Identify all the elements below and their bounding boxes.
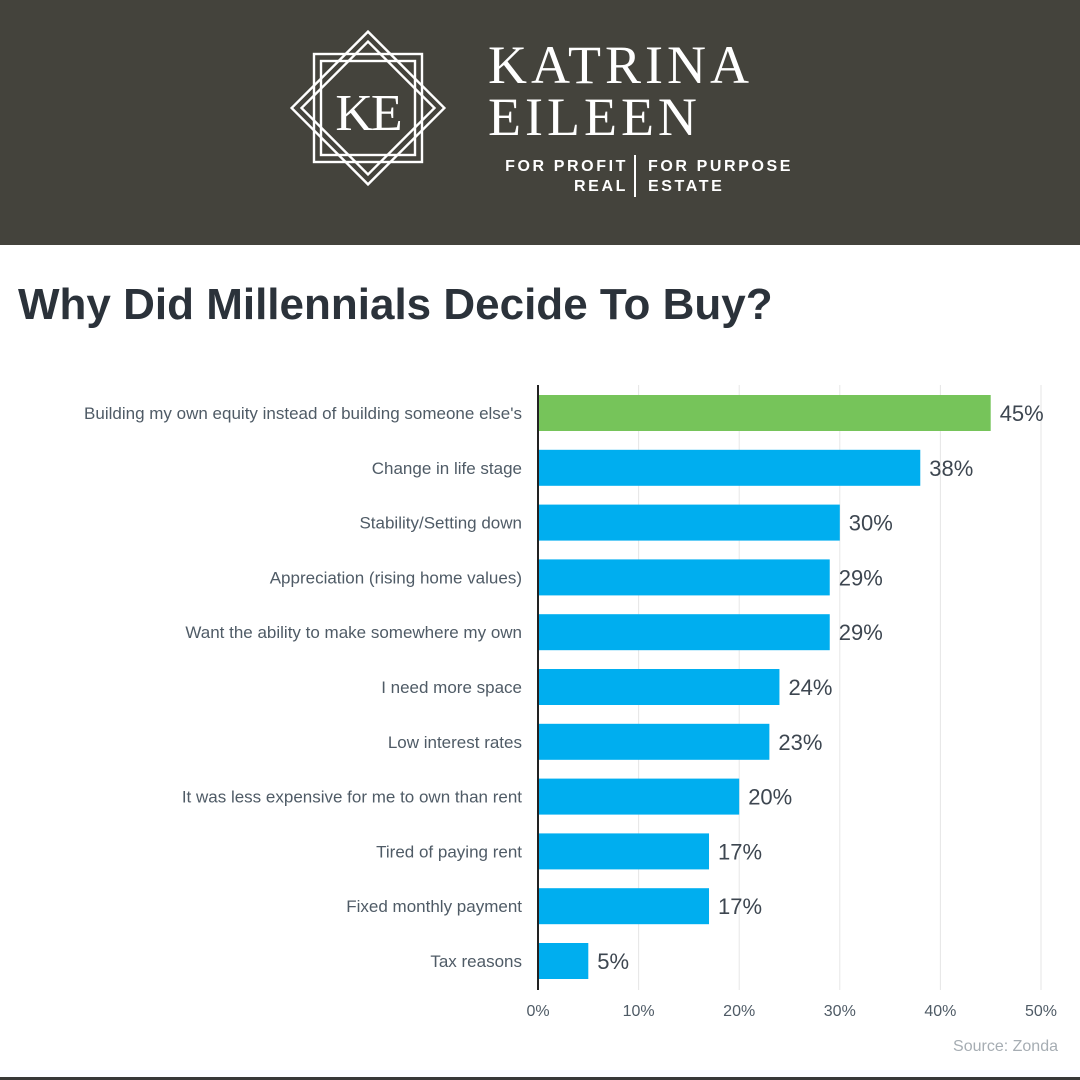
x-tick-label: 40% [924, 1003, 956, 1020]
category-label: Tired of paying rent [376, 842, 522, 861]
value-label: 29% [839, 565, 883, 590]
value-label: 17% [718, 894, 762, 919]
value-label: 45% [1000, 401, 1044, 426]
tagline-left-line1: FOR PROFIT [505, 158, 628, 175]
bottom-rule [0, 1077, 1080, 1080]
bar [538, 395, 991, 431]
category-label: Change in life stage [372, 459, 522, 478]
value-label: 5% [597, 949, 629, 974]
brand-name-line1: KATRINA [488, 35, 753, 95]
brand-header: KE KATRINA EILEEN FOR PROFIT REAL FOR PU… [0, 0, 1080, 245]
tagline-divider [634, 155, 636, 197]
source-note: Source: Zonda [953, 1038, 1058, 1055]
brand-name-line2: EILEEN [488, 87, 701, 147]
bar [538, 778, 740, 815]
tagline-right-line2: ESTATE [648, 178, 725, 195]
x-tick-label: 20% [723, 1003, 755, 1020]
x-tick-label: 50% [1025, 1003, 1057, 1020]
bar [538, 943, 589, 979]
category-label: Appreciation (rising home values) [270, 568, 522, 587]
value-label: 23% [778, 730, 822, 755]
value-label: 29% [839, 620, 883, 645]
x-tick-label: 0% [526, 1003, 549, 1020]
bar [538, 833, 710, 870]
category-label: I need more space [381, 678, 522, 697]
category-label: Building my own equity instead of buildi… [84, 404, 522, 423]
bar [538, 504, 840, 541]
bar [538, 723, 770, 760]
tagline-left: FOR PROFIT REAL [505, 157, 628, 197]
value-label: 24% [788, 675, 832, 700]
category-label: Low interest rates [388, 733, 522, 752]
bar [538, 888, 710, 925]
diamond-monogram-logo-icon: KE [289, 29, 447, 187]
tagline-right: FOR PURPOSE ESTATE [648, 157, 793, 197]
bar [538, 614, 830, 651]
tagline-right-line1: FOR PURPOSE [648, 158, 794, 175]
category-label: Stability/Setting down [359, 514, 522, 533]
bar [538, 559, 830, 596]
value-label: 17% [718, 839, 762, 864]
page-title: Why Did Millennials Decide To Buy? [18, 280, 773, 329]
logo-monogram: KE [335, 85, 401, 142]
category-label: Tax reasons [430, 952, 522, 971]
bar [538, 449, 921, 486]
bar [538, 669, 780, 705]
x-tick-label: 10% [623, 1003, 655, 1020]
tagline-left-line2: REAL [574, 178, 628, 195]
value-label: 20% [748, 785, 792, 810]
value-label: 30% [849, 511, 893, 536]
category-label: Want the ability to make somewhere my ow… [185, 623, 522, 642]
x-tick-label: 30% [824, 1003, 856, 1020]
value-label: 38% [929, 456, 973, 481]
category-label: It was less expensive for me to own than… [182, 788, 522, 807]
category-label: Fixed monthly payment [346, 897, 522, 916]
